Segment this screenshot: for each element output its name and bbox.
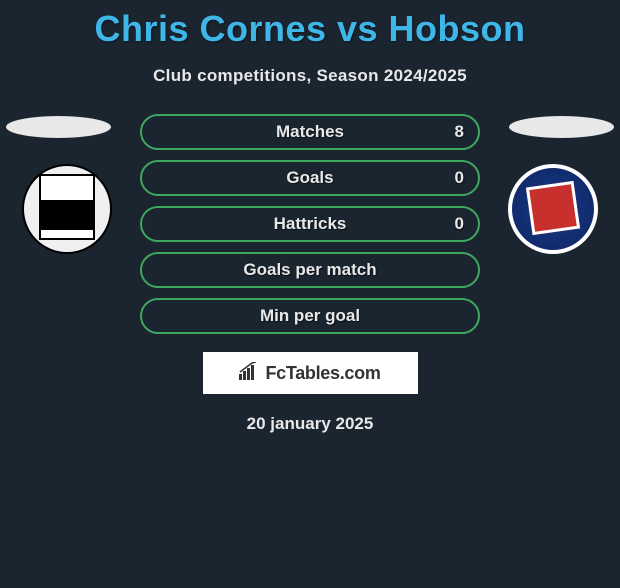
page-title: Chris Cornes vs Hobson: [0, 8, 620, 50]
stat-row-goals: Goals 0: [140, 160, 480, 196]
player-avatar-left: [6, 116, 111, 138]
stats-list: Matches 8 Goals 0 Hattricks 0 Goals per …: [140, 114, 480, 334]
brand-watermark: FcTables.com: [203, 352, 418, 394]
brand-text: FcTables.com: [265, 363, 380, 384]
club-badge-left: [22, 164, 112, 254]
club-badge-right: [508, 164, 598, 254]
stat-row-matches: Matches 8: [140, 114, 480, 150]
subtitle: Club competitions, Season 2024/2025: [0, 66, 620, 86]
stat-label: Goals: [286, 168, 333, 188]
chart-icon: [239, 362, 261, 385]
stat-label: Hattricks: [274, 214, 347, 234]
date-label: 20 january 2025: [0, 414, 620, 434]
stat-label: Goals per match: [243, 260, 376, 280]
stat-value-right: 0: [455, 168, 464, 188]
stat-value-right: 0: [455, 214, 464, 234]
player-avatar-right: [509, 116, 614, 138]
comparison-area: Matches 8 Goals 0 Hattricks 0 Goals per …: [0, 114, 620, 434]
stat-row-gpm: Goals per match: [140, 252, 480, 288]
shield-icon: [39, 174, 95, 240]
stat-label: Matches: [276, 122, 344, 142]
stat-row-mpg: Min per goal: [140, 298, 480, 334]
stat-row-hattricks: Hattricks 0: [140, 206, 480, 242]
stat-label: Min per goal: [260, 306, 360, 326]
shield-icon: [526, 181, 580, 235]
stat-value-right: 8: [455, 122, 464, 142]
